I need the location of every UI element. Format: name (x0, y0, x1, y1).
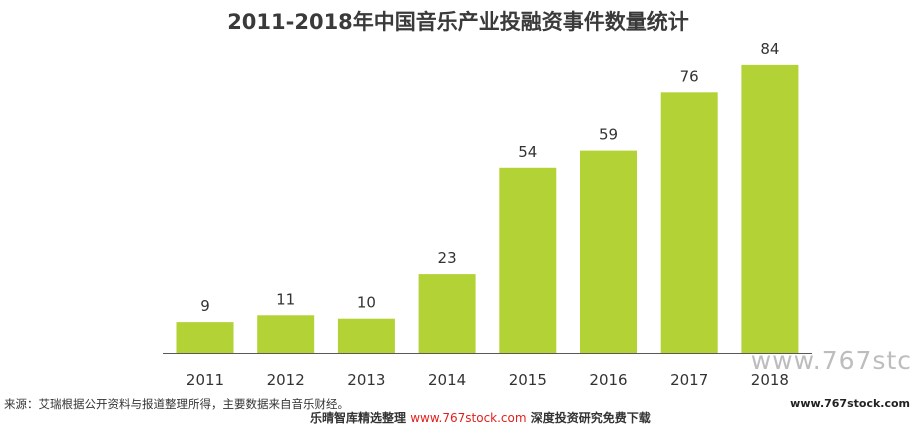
bar-2017 (660, 92, 718, 353)
x-tick-2018: 2018 (751, 371, 789, 389)
data-label-2015: 54 (518, 143, 537, 161)
bar-2015 (499, 167, 557, 353)
banner-suffix: 深度投资研究免费下载 (530, 411, 651, 425)
data-label-2011: 9 (200, 297, 210, 315)
x-tick-2016: 2016 (589, 371, 627, 389)
bar-2013 (337, 318, 395, 353)
data-label-2016: 59 (599, 126, 618, 144)
data-label-2018: 84 (760, 40, 779, 58)
bar-2011 (176, 322, 234, 353)
banner-link[interactable]: www.767stock.com (410, 411, 527, 425)
x-tick-2011: 2011 (186, 371, 224, 389)
watermark-url: www.767stock.com (790, 397, 910, 410)
banner-prefix: 乐晴智库精选整理 (310, 411, 407, 425)
bar-2014 (418, 274, 476, 353)
data-label-2012: 11 (276, 290, 295, 308)
data-label-2014: 23 (438, 249, 457, 267)
bar-chart: 9 2011 11 2012 10 2013 23 2014 54 2015 59 2016 76 201… (163, 40, 812, 389)
bar-2012 (257, 315, 315, 353)
watermark-text: www.767stc (750, 346, 912, 375)
x-tick-2017: 2017 (670, 371, 708, 389)
footer-banner: 乐晴智库精选整理 www.767stock.com 深度投资研究免费下载 (310, 409, 651, 426)
x-tick-2012: 2012 (267, 371, 305, 389)
bar-2018 (741, 64, 799, 353)
data-label-2017: 76 (680, 67, 699, 85)
x-tick-2013: 2013 (347, 371, 385, 389)
source-note: 来源：艾瑞根据公开资料与报道整理所得，主要数据来自音乐财经。 (4, 397, 349, 411)
data-label-2013: 10 (357, 294, 376, 312)
x-tick-2014: 2014 (428, 371, 466, 389)
bar-2016 (580, 150, 637, 353)
chart-title: 2011-2018年中国音乐产业投融资事件数量统计 (227, 10, 689, 34)
x-tick-2015: 2015 (509, 371, 547, 389)
